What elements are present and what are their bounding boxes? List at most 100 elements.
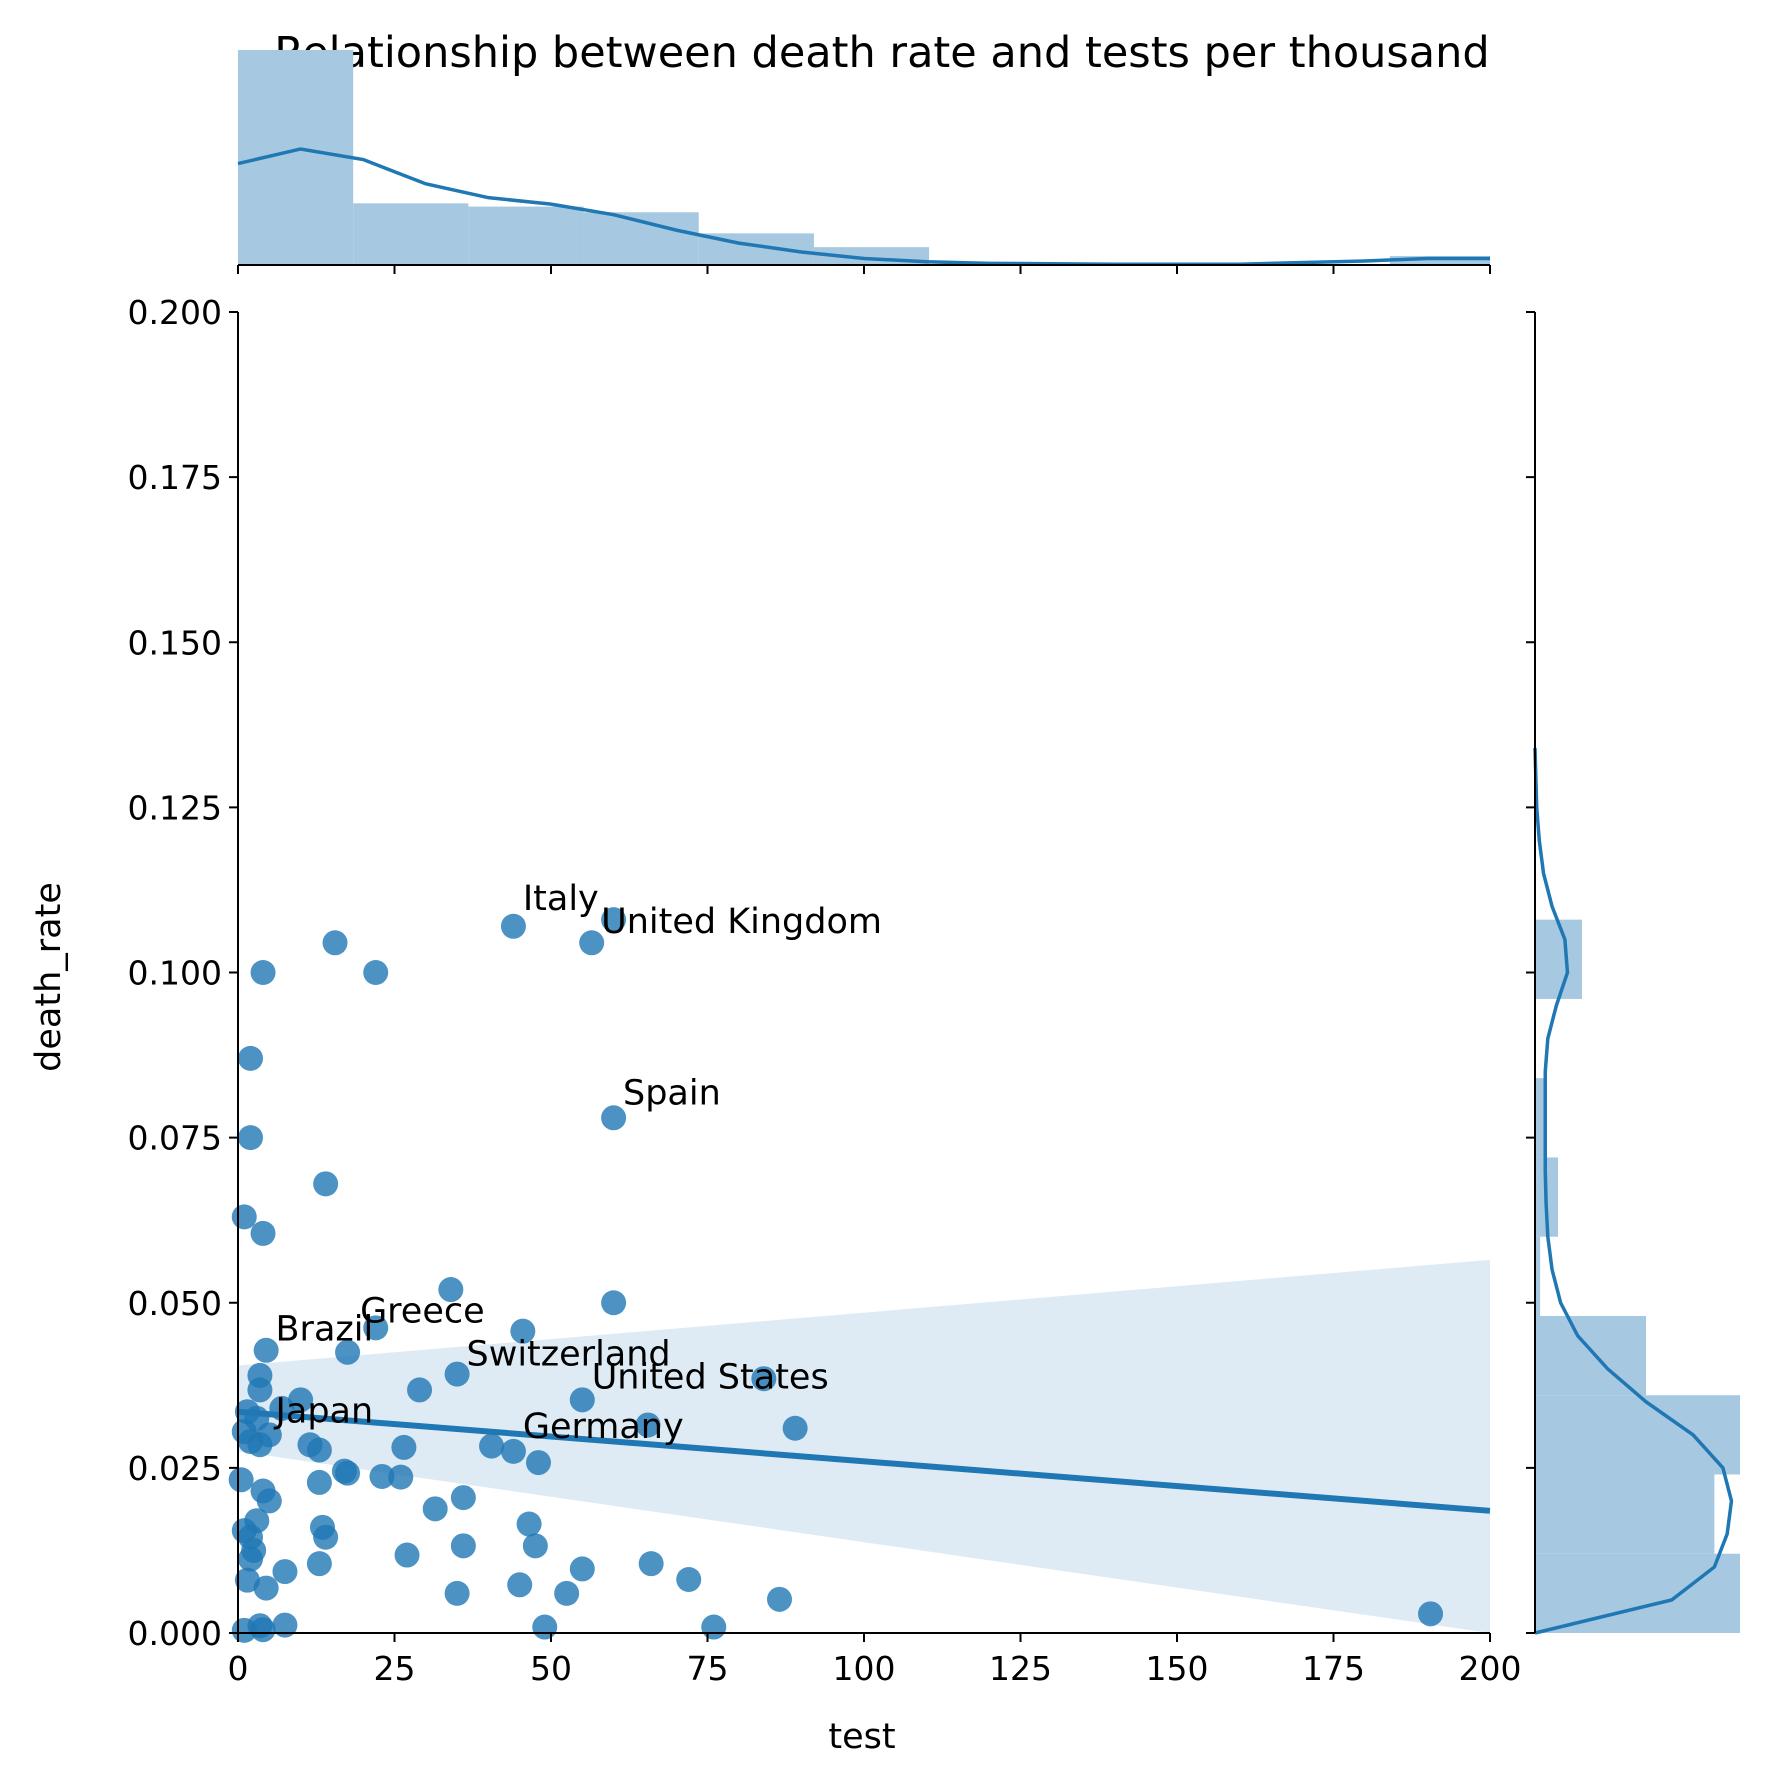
right-kde-curve: [1533, 747, 1734, 1635]
top-marginal-histogram: [237, 50, 1491, 274]
data-point: [394, 1542, 420, 1568]
data-point: [525, 1450, 551, 1476]
y-tick-label: 0.100: [128, 954, 222, 993]
x-tick-label: 0: [228, 1649, 249, 1688]
data-point: [231, 1204, 257, 1230]
data-point: [247, 1432, 273, 1458]
data-point: [569, 1556, 595, 1582]
data-point: [228, 1467, 254, 1493]
y-tick-label: 0.150: [128, 623, 222, 662]
axes: 0 25 50 75 100 125 150 175 200 0.000 0.025 0.050 0.0…: [128, 293, 1522, 1688]
right-hist-bar: [1535, 1236, 1541, 1316]
right-hist-bar: [1535, 1078, 1547, 1158]
data-point: [438, 1277, 464, 1303]
right-hist-bar: [1535, 1315, 1647, 1396]
data-point: [238, 1125, 264, 1151]
regression-line: [237, 1408, 1491, 1514]
right-marginal-histogram: [1526, 311, 1740, 1635]
data-point: [450, 1533, 476, 1559]
data-point: [363, 960, 389, 985]
data-point: [569, 1387, 595, 1413]
data-point: [766, 1586, 792, 1612]
data-point: [253, 1575, 279, 1601]
data-point: [444, 1580, 470, 1606]
data-point: [272, 1612, 298, 1638]
y-tick-label: 0.125: [128, 788, 222, 827]
x-tick-label: 75: [687, 1649, 729, 1688]
top-hist-bar: [238, 50, 354, 265]
data-point: [272, 1559, 298, 1585]
data-point: [256, 1488, 282, 1514]
data-point: [391, 1434, 417, 1460]
data-point: [234, 1567, 260, 1593]
data-point: [479, 1433, 505, 1459]
annotation-label: Spain: [623, 1074, 721, 1114]
y-tick-label: 0.175: [128, 458, 222, 497]
right-hist-bar: [1535, 1474, 1715, 1554]
scatter-points: [228, 907, 1444, 1643]
y-tick-label: 0.025: [128, 1449, 222, 1488]
confidence-band: [238, 1259, 1490, 1633]
right-hist-bar: [1535, 919, 1582, 999]
data-point: [322, 930, 348, 956]
data-point: [306, 1437, 332, 1463]
data-point: [250, 1617, 276, 1643]
data-point: [250, 1220, 276, 1246]
regression-line-path: [237, 1408, 1491, 1514]
annotation-label: Germany: [523, 1407, 684, 1447]
annotation-label: Japan: [274, 1391, 374, 1431]
top-kde-curve: [237, 147, 1490, 266]
data-point: [638, 1551, 664, 1577]
x-tick-label: 50: [530, 1649, 572, 1688]
data-point: [313, 1524, 339, 1550]
data-point: [363, 1315, 389, 1341]
data-point: [635, 1412, 661, 1438]
data-point: [335, 1339, 361, 1365]
data-point: [601, 907, 627, 933]
data-point: [500, 1438, 526, 1464]
data-point: [247, 1377, 273, 1403]
data-point: [579, 930, 605, 956]
annotation-label: United States: [592, 1358, 829, 1398]
data-point: [510, 1318, 536, 1344]
data-point: [450, 1485, 476, 1511]
data-point: [601, 1290, 627, 1316]
data-point: [313, 1171, 339, 1197]
data-point: [306, 1551, 332, 1577]
data-point: [422, 1496, 448, 1522]
x-tick-label: 150: [1146, 1649, 1209, 1688]
annotation-label: Switzerland: [466, 1334, 670, 1374]
y-tick-label: 0.050: [128, 1284, 222, 1323]
y-axis-label: death_rate: [29, 882, 69, 1072]
chart-title: Relationship between death rate and test…: [274, 28, 1489, 78]
data-point: [701, 1614, 727, 1640]
data-point: [522, 1533, 548, 1559]
x-tick-label: 125: [989, 1649, 1052, 1688]
annotation-label: Brazil: [276, 1309, 374, 1349]
x-axis-label: test: [828, 1717, 895, 1757]
data-point: [554, 1580, 580, 1606]
data-point: [250, 960, 276, 985]
y-tick-label: 0.075: [128, 1119, 222, 1158]
data-point: [369, 1463, 395, 1489]
x-tick-label: 175: [1302, 1649, 1365, 1688]
data-point: [751, 1366, 777, 1392]
right-hist-bar: [1535, 1395, 1740, 1475]
data-point: [516, 1511, 542, 1537]
data-point: [238, 1546, 264, 1572]
annotation-label: Italy: [523, 879, 599, 919]
data-point: [253, 1337, 279, 1363]
top-hist-bar: [1389, 256, 1490, 265]
annotation-label: Greece: [360, 1292, 485, 1332]
data-point: [532, 1614, 558, 1640]
y-tick-label: 0.000: [128, 1614, 222, 1653]
data-point: [388, 1464, 414, 1490]
data-point: [444, 1361, 470, 1387]
x-tick-label: 100: [833, 1649, 896, 1688]
data-point: [335, 1460, 361, 1486]
confidence-band-area: [238, 1259, 1490, 1633]
data-point: [306, 1469, 332, 1495]
